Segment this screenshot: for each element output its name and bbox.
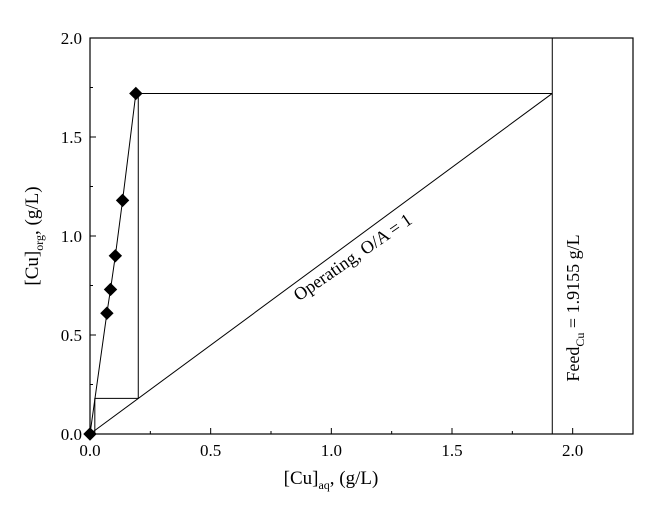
x-tick-label: 2.0 <box>562 441 583 460</box>
data-points <box>83 86 143 441</box>
x-tick-label: 0.0 <box>79 441 100 460</box>
data-point <box>83 427 97 441</box>
data-point <box>108 249 123 263</box>
operating-line <box>89 93 553 435</box>
y-axis-title: [Cu]org, (g/L) <box>22 186 46 285</box>
x-tick-label: 1.5 <box>441 441 462 460</box>
x-tick-label: 1.0 <box>321 441 342 460</box>
data-point <box>129 86 143 101</box>
x-axis-title: [Cu]aq, (g/L) <box>284 468 379 492</box>
data-point <box>100 306 114 320</box>
feed-line-label: FeedCu = 1.9155 g/L <box>563 234 587 381</box>
x-tick-label: 0.5 <box>200 441 221 460</box>
y-axis-ticks: 0.0 0.5 1.0 1.5 2.0 <box>61 29 96 444</box>
y-tick-label: 0.5 <box>61 326 82 345</box>
x-axis-ticks: 0.0 0.5 1.0 1.5 2.0 <box>79 428 583 460</box>
y-tick-label: 2.0 <box>61 29 82 48</box>
y-tick-label: 0.0 <box>61 425 82 444</box>
y-tick-label: 1.0 <box>61 227 82 246</box>
y-tick-label: 1.5 <box>61 128 82 147</box>
data-point <box>103 282 118 297</box>
equilibrium-curve <box>89 93 137 435</box>
operating-line-label: Operating, O/A = 1 <box>290 209 416 304</box>
data-point <box>115 193 130 208</box>
